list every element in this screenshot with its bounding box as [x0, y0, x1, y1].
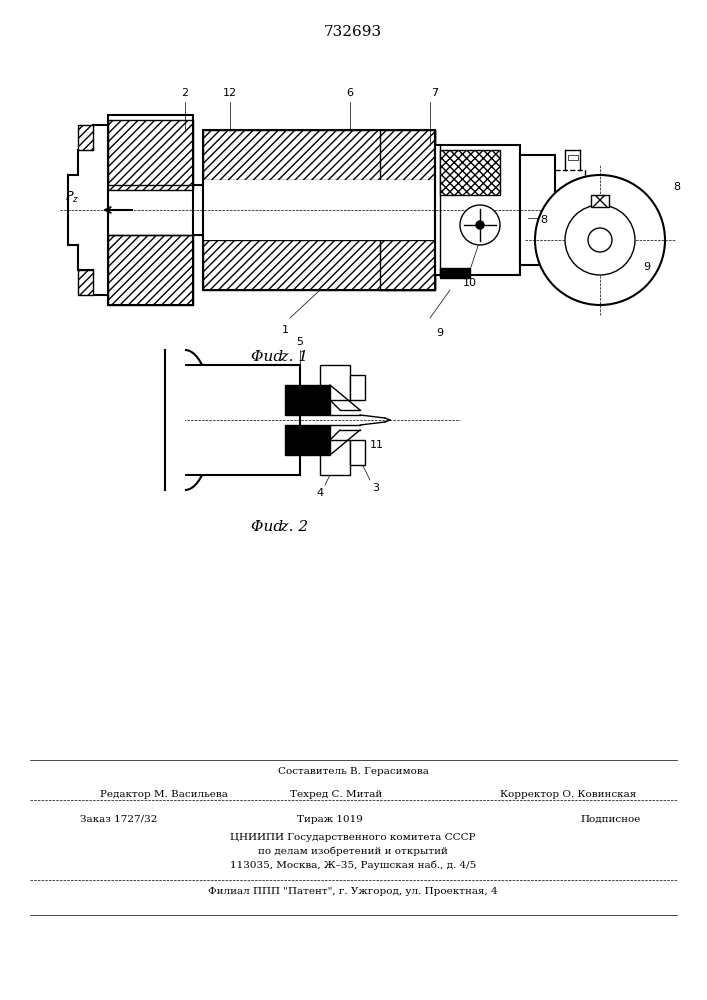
Text: Филиал ППП "Патент", г. Ужгород, ул. Проектная, 4: Филиал ППП "Патент", г. Ужгород, ул. Про… [208, 887, 498, 896]
Bar [203, 180, 435, 240]
Bar [380, 130, 435, 180]
Text: Редактор М. Васильева: Редактор М. Васильева [100, 790, 228, 799]
Circle shape [535, 175, 665, 305]
Bar [350, 375, 365, 400]
Text: 12: 12 [223, 88, 237, 98]
Circle shape [588, 228, 612, 252]
Text: 9: 9 [436, 328, 443, 338]
Bar [108, 115, 193, 305]
Bar [435, 145, 520, 275]
Bar [78, 270, 93, 295]
Text: 1: 1 [281, 325, 288, 335]
Text: Φиʣ. 1: Φиʣ. 1 [252, 350, 308, 364]
Bar [78, 125, 93, 150]
Bar [591, 195, 609, 207]
Text: $P_z$: $P_z$ [65, 190, 79, 205]
Bar [108, 235, 193, 305]
Bar [440, 268, 470, 278]
Text: 6: 6 [346, 88, 354, 98]
Text: 10: 10 [463, 278, 477, 288]
Text: по делам изобретений и открытий: по делам изобретений и открытий [258, 847, 448, 856]
Text: Техред С. Митай: Техред С. Митай [290, 790, 382, 799]
Bar [380, 240, 435, 290]
Bar [350, 440, 365, 465]
Text: Подписное: Подписное [580, 815, 641, 824]
Bar [320, 365, 350, 400]
Text: 732693: 732693 [324, 25, 382, 39]
Text: ЦНИИПИ Государственного комитета СССР: ЦНИИПИ Государственного комитета СССР [230, 833, 476, 842]
Text: 11: 11 [370, 440, 384, 450]
Circle shape [476, 221, 484, 229]
Text: 4: 4 [317, 488, 324, 498]
Text: 8: 8 [540, 215, 547, 225]
Bar [203, 130, 435, 180]
Text: Тираж 1019: Тираж 1019 [297, 815, 363, 824]
Bar [180, 365, 300, 475]
Bar [108, 120, 193, 190]
Text: 5: 5 [296, 337, 303, 347]
Bar [203, 240, 435, 290]
Bar [285, 425, 330, 455]
Bar [285, 385, 330, 415]
Text: 2: 2 [182, 88, 189, 98]
Text: Заказ 1727/32: Заказ 1727/32 [80, 815, 158, 824]
Text: 9: 9 [643, 262, 650, 272]
Text: 8: 8 [673, 182, 680, 192]
Bar [203, 130, 435, 290]
Text: Корректор О. Ковинская: Корректор О. Ковинская [500, 790, 636, 799]
Bar [145, 340, 185, 500]
Text: 3: 3 [372, 483, 379, 493]
Circle shape [565, 205, 635, 275]
Bar [520, 155, 555, 265]
Text: Составитель В. Герасимова: Составитель В. Герасимова [278, 767, 428, 776]
Circle shape [460, 205, 500, 245]
Ellipse shape [158, 350, 213, 490]
Bar [440, 150, 500, 195]
Bar [568, 155, 578, 160]
Text: Φиʣ. 2: Φиʣ. 2 [252, 520, 308, 534]
Text: 7: 7 [431, 88, 438, 98]
Bar [320, 440, 350, 475]
Text: 113035, Москва, Ж–35, Раушская наб., д. 4/5: 113035, Москва, Ж–35, Раушская наб., д. … [230, 861, 476, 870]
